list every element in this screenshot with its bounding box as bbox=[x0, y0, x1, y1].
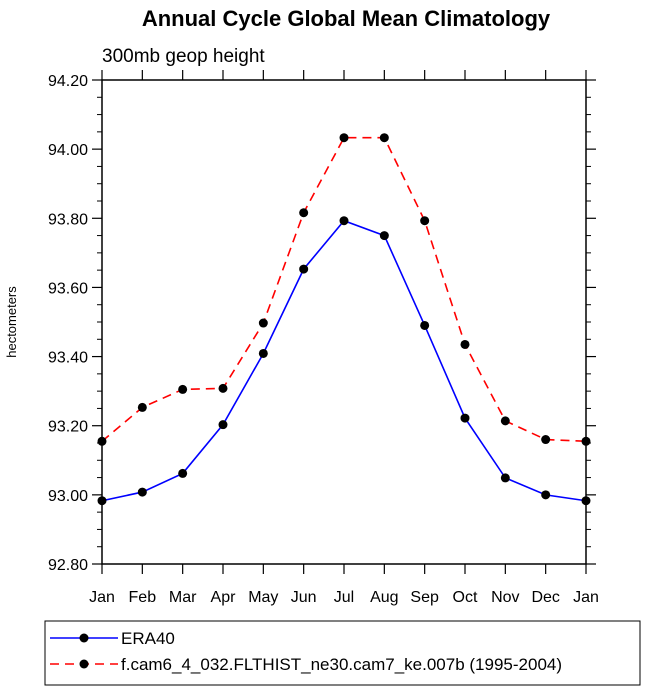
x-tick-label: Sep bbox=[410, 589, 439, 606]
data-point bbox=[299, 264, 309, 274]
x-tick-label: Jan bbox=[573, 589, 599, 606]
data-point bbox=[379, 133, 389, 143]
data-point bbox=[178, 468, 188, 478]
data-point bbox=[218, 420, 228, 430]
y-tick-label: 92.80 bbox=[48, 557, 88, 574]
y-axis: 92.80 93.00 93.20 93.40 93.60 93.80 94.00 94.20 bbox=[48, 73, 596, 574]
data-point bbox=[299, 208, 309, 218]
data-point bbox=[420, 320, 430, 330]
y-tick-label: 93.60 bbox=[48, 280, 88, 297]
x-tick-label: Apr bbox=[211, 589, 237, 606]
data-point bbox=[97, 436, 107, 446]
x-tick-label: Jan bbox=[89, 589, 115, 606]
data-point bbox=[258, 348, 268, 358]
data-point bbox=[500, 416, 510, 426]
legend-label-1: f.cam6_4_032.FLTHIST_ne30.cam7_ke.007b (… bbox=[121, 655, 562, 674]
data-point bbox=[137, 402, 147, 412]
data-point bbox=[541, 490, 551, 500]
y-tick-label: 93.40 bbox=[48, 350, 88, 367]
data-point bbox=[420, 216, 430, 226]
y-tick-label: 93.20 bbox=[48, 419, 88, 436]
chart-title: Annual Cycle Global Mean Climatology bbox=[142, 6, 551, 31]
y-tick-label: 94.20 bbox=[48, 73, 88, 90]
data-point bbox=[137, 487, 147, 497]
data-point bbox=[541, 435, 551, 445]
legend-box bbox=[44, 620, 641, 686]
data-point bbox=[500, 473, 510, 483]
x-tick-label: Oct bbox=[453, 589, 478, 606]
legend-marker-0 bbox=[79, 633, 89, 643]
x-tick-label: Feb bbox=[129, 589, 157, 606]
data-point bbox=[379, 231, 389, 241]
legend-marker-1 bbox=[79, 659, 89, 669]
data-point bbox=[339, 216, 349, 226]
x-tick-label: Dec bbox=[531, 589, 559, 606]
data-point bbox=[460, 413, 470, 423]
series-layer bbox=[97, 133, 591, 506]
data-point bbox=[258, 318, 268, 328]
data-point bbox=[339, 133, 349, 143]
x-axis: Jan Feb Mar Apr May Jun Jul Aug Sep Oct Nov Dec Jan bbox=[89, 70, 599, 606]
data-point bbox=[97, 496, 107, 506]
y-tick-label: 93.80 bbox=[48, 211, 88, 228]
x-tick-label: Jun bbox=[291, 589, 317, 606]
data-point bbox=[581, 436, 591, 446]
legend: ERA40 f.cam6_4_032.FLTHIST_ne30.cam7_ke.0… bbox=[50, 629, 562, 674]
x-tick-label: Aug bbox=[370, 589, 398, 606]
x-tick-label: Mar bbox=[169, 589, 197, 606]
chart-subtitle: 300mb geop height bbox=[102, 46, 265, 67]
x-tick-label: Nov bbox=[491, 589, 519, 606]
data-point bbox=[581, 496, 591, 506]
x-tick-label: Jul bbox=[334, 589, 354, 606]
data-point bbox=[218, 383, 228, 393]
series-line-1 bbox=[101, 136, 587, 443]
data-point bbox=[460, 339, 470, 349]
x-tick-label: May bbox=[248, 589, 278, 606]
legend-label-0: ERA40 bbox=[121, 629, 175, 648]
y-axis-label: hectometers bbox=[4, 286, 19, 358]
y-tick-label: 94.00 bbox=[48, 142, 88, 159]
series-line-0 bbox=[101, 219, 587, 502]
y-tick-label: 93.00 bbox=[48, 488, 88, 505]
data-point bbox=[178, 384, 188, 394]
plot-area bbox=[101, 79, 587, 565]
